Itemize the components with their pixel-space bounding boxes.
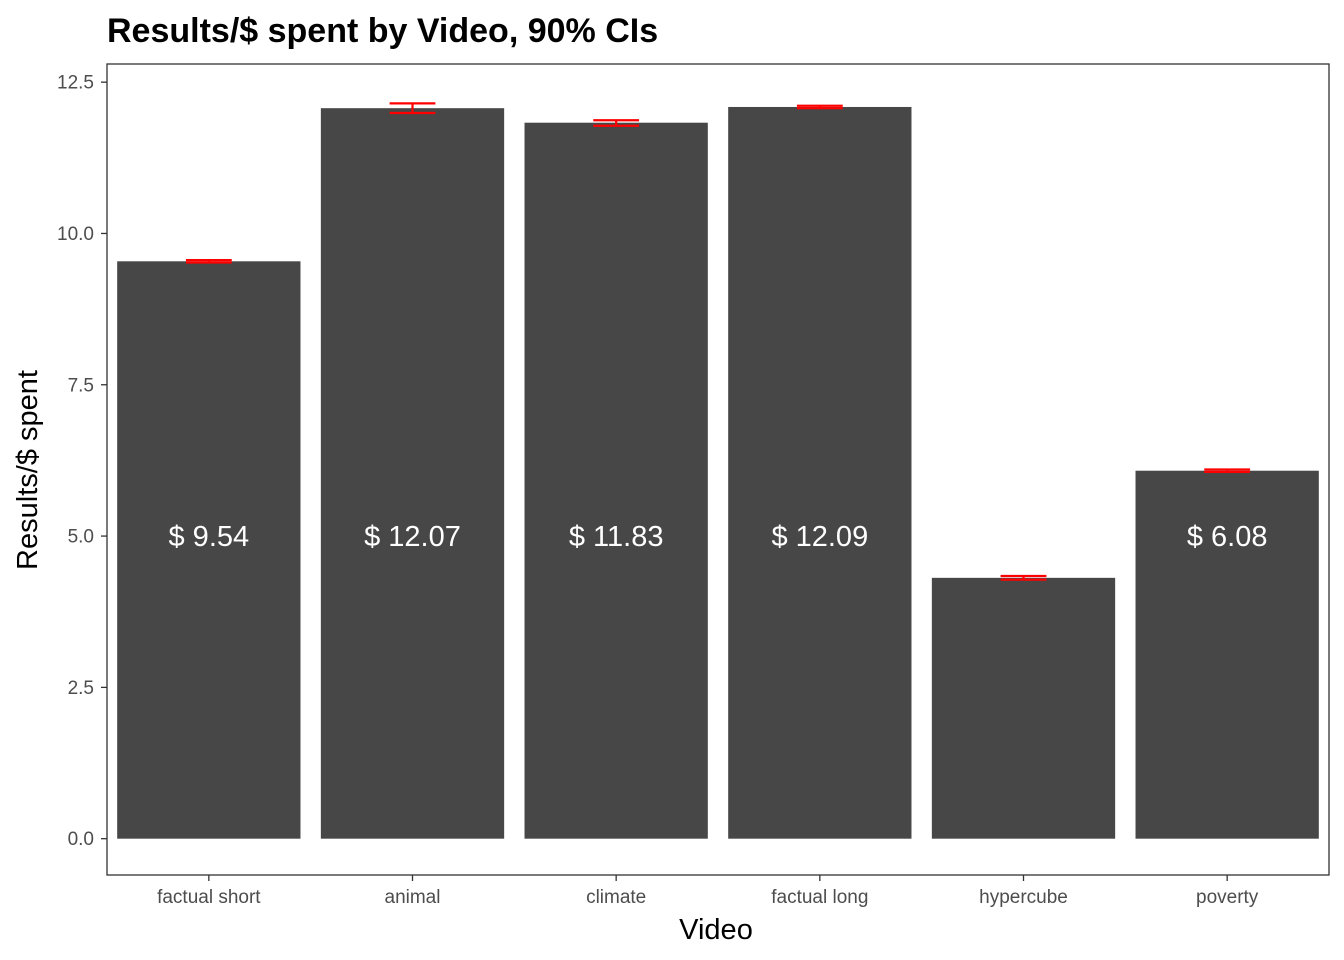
error-bar	[593, 119, 640, 127]
data-label: $ 11.83	[569, 521, 664, 553]
bar	[1135, 470, 1319, 839]
bars	[117, 106, 1319, 839]
y-axis-title: Results/$ spent	[12, 370, 44, 570]
y-tick-label: 0.0	[68, 829, 94, 850]
y-tick-label: 2.5	[68, 678, 94, 699]
y-axis: 0.0 2.5 5.0 7.5 10.0 12.5	[57, 73, 107, 850]
error-bar	[185, 258, 232, 264]
y-tick-label: 5.0	[68, 527, 94, 548]
data-label: $ 6.08	[1187, 521, 1268, 553]
x-tick-label: factual short	[157, 887, 261, 908]
bar	[728, 106, 912, 839]
chart-title: Results/$ spent by Video, 90% CIs	[107, 12, 658, 50]
data-label: $ 12.09	[771, 521, 868, 553]
error-bars	[185, 102, 1251, 581]
error-bar	[1000, 574, 1047, 581]
panel-border	[106, 63, 1330, 876]
bar	[117, 261, 301, 839]
x-tick-label: animal	[385, 887, 441, 908]
x-tick-label: climate	[586, 887, 646, 908]
bar	[320, 108, 505, 839]
error-bar	[1204, 468, 1251, 474]
x-tick-label: factual long	[771, 887, 868, 908]
error-bar	[796, 104, 843, 110]
x-axis-title: Video	[679, 914, 753, 946]
bar	[524, 122, 708, 839]
x-tick-label: hypercube	[979, 887, 1068, 908]
data-label: $ 9.54	[169, 521, 250, 553]
bar	[931, 577, 1116, 839]
y-tick-label: 7.5	[68, 375, 94, 396]
data-labels: $ 9.54 $ 12.07 $ 11.83 $ 12.09 $ 6.08	[169, 521, 1268, 553]
y-tick-label: 10.0	[57, 224, 94, 245]
x-axis: factual short animal climate factual long hy…	[157, 875, 1259, 908]
y-tick-label: 12.5	[57, 73, 94, 94]
error-bar	[389, 102, 436, 115]
data-label: $ 12.07	[364, 521, 461, 553]
x-tick-label: poverty	[1196, 887, 1259, 908]
